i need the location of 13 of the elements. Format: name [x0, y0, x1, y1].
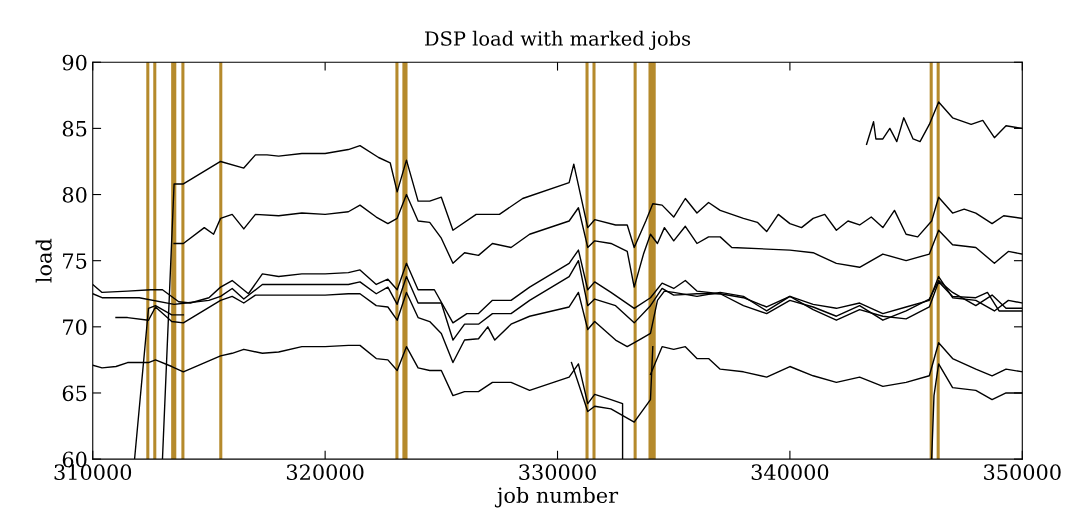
- y-tick-label: 70: [63, 319, 87, 336]
- x-axis-title: job number: [494, 486, 619, 508]
- y-tick-label: 85: [62, 120, 87, 137]
- y-axis-title: load: [35, 238, 52, 283]
- y-tick-label: 65: [62, 385, 87, 402]
- y-tick-label: 75: [63, 253, 87, 269]
- x-tick-label: 350000: [984, 464, 1061, 481]
- x-tick-label: 330000: [519, 464, 596, 481]
- y-tick-label: 80: [62, 186, 87, 203]
- y-tick-label: 90: [62, 54, 87, 71]
- x-tick-label: 320000: [286, 464, 364, 481]
- chart-title: DSP load with marked jobs: [425, 30, 691, 50]
- x-tick-label: 340000: [751, 464, 829, 481]
